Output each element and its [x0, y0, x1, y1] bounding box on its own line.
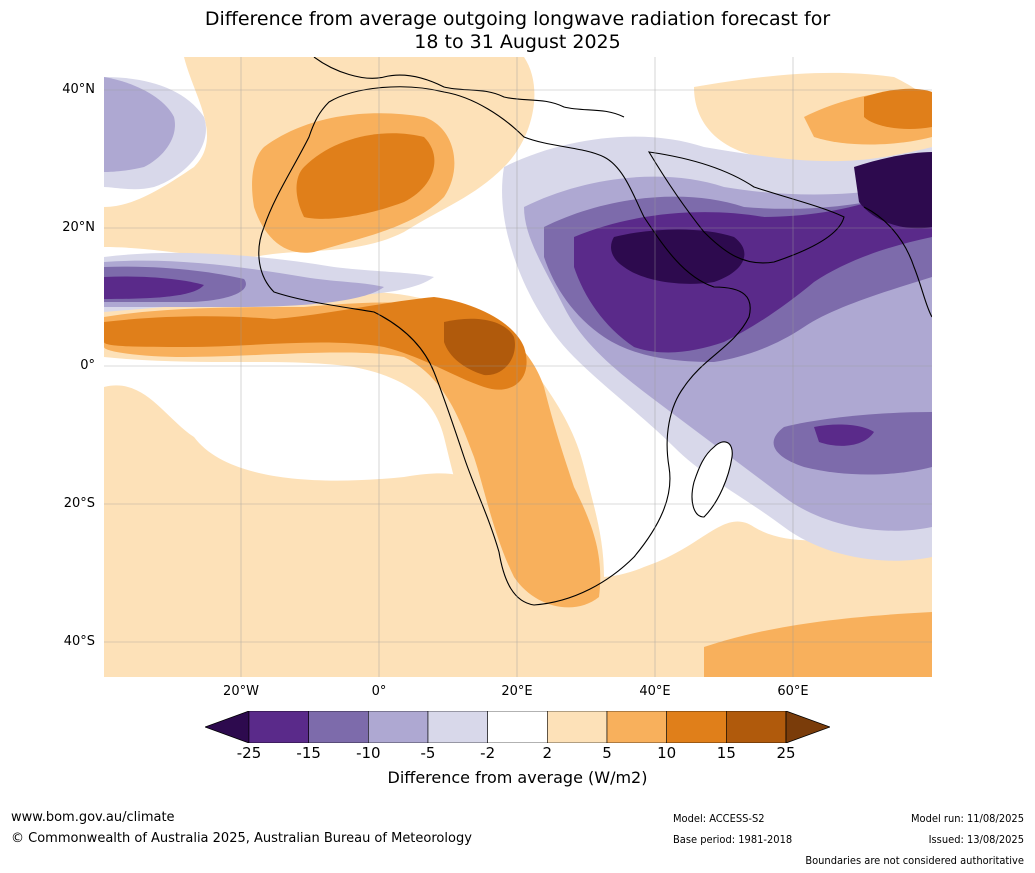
colorbar-box [308, 711, 369, 743]
anomaly-map [104, 57, 932, 677]
field-dark-orange-guinea [104, 297, 527, 390]
colorbar-tick-label: -25 [236, 744, 262, 762]
footer-copyright: © Commonwealth of Australia 2025, Austra… [11, 831, 472, 846]
colorbar-tick-label: -10 [356, 744, 381, 762]
colorbar-title: Difference from average (W/m2) [387, 768, 648, 787]
footer-model-run: Model run: 11/08/2025 [911, 812, 1024, 825]
colorbar-box [606, 711, 667, 743]
colorbar-tick-label: 25 [776, 744, 796, 762]
field-light-orange-south [104, 385, 932, 677]
colorbar-tick-label: -2 [480, 744, 496, 762]
footer-base-period: Base period: 1981-2018 [673, 833, 793, 846]
africa-coastline [258, 86, 751, 606]
field-darkest-purple-horn [611, 229, 745, 284]
lat-label-0: 0° [80, 358, 95, 373]
colorbar-extension-low [205, 711, 250, 743]
chart-title: Difference from average outgoing longwav… [0, 8, 1035, 54]
colorbar-box [666, 711, 727, 743]
field-brown-congo [444, 318, 515, 376]
arabia-coastline [647, 151, 845, 264]
lon-label-40e: 40°E [639, 684, 671, 699]
colorbar-box [547, 711, 608, 743]
footer-issued: Issued: 13/08/2025 [928, 833, 1024, 846]
lon-label-60e: 60°E [777, 684, 809, 699]
lat-label-40n: 40°N [62, 82, 95, 97]
lat-label-20s: 20°S [63, 496, 95, 511]
madagascar-coastline [691, 441, 733, 518]
colorbar-box [427, 711, 488, 743]
lat-label-40s: 40°S [63, 634, 95, 649]
india-coastline [863, 206, 932, 318]
field-deep-purple-indian [814, 424, 874, 446]
colorbar-extension-high [785, 711, 830, 743]
colorbar-box [726, 711, 787, 743]
colorbar-tick-label: 15 [716, 744, 736, 762]
title-line-1: Difference from average outgoing longwav… [204, 8, 831, 30]
field-purple-atlantic-north [104, 77, 175, 172]
field-dark-orange-persia [864, 88, 932, 129]
field-darkest-purple-arabia [854, 152, 932, 229]
colorbar-box [368, 711, 429, 743]
colorbar-tick-label: 5 [602, 744, 612, 762]
field-dark-orange-sahara [296, 133, 435, 219]
graticule [104, 57, 932, 677]
footer-model: Model: ACCESS-S2 [673, 812, 765, 825]
footer-disclaimer: Boundaries are not considered authoritat… [805, 854, 1024, 867]
colorbar-tick-label: -15 [296, 744, 321, 762]
lon-label-20e: 20°E [501, 684, 533, 699]
lon-label-0: 0° [371, 684, 387, 699]
colorbar-box [487, 711, 548, 743]
field-deep-purple-atlantic [104, 276, 204, 299]
lat-label-20n: 20°N [62, 220, 95, 235]
colorbar-tick-label: -5 [420, 744, 436, 762]
colorbar [205, 711, 830, 743]
footer-url[interactable]: www.bom.gov.au/climate [11, 810, 175, 825]
colorbar-tick-label: 10 [657, 744, 677, 762]
title-line-2: 18 to 31 August 2025 [414, 31, 621, 53]
lon-label-20w: 20°W [223, 684, 259, 699]
field-orange-southern-ocean [704, 612, 932, 677]
colorbar-tick-label: 2 [542, 744, 553, 762]
colorbar-box [248, 711, 309, 743]
